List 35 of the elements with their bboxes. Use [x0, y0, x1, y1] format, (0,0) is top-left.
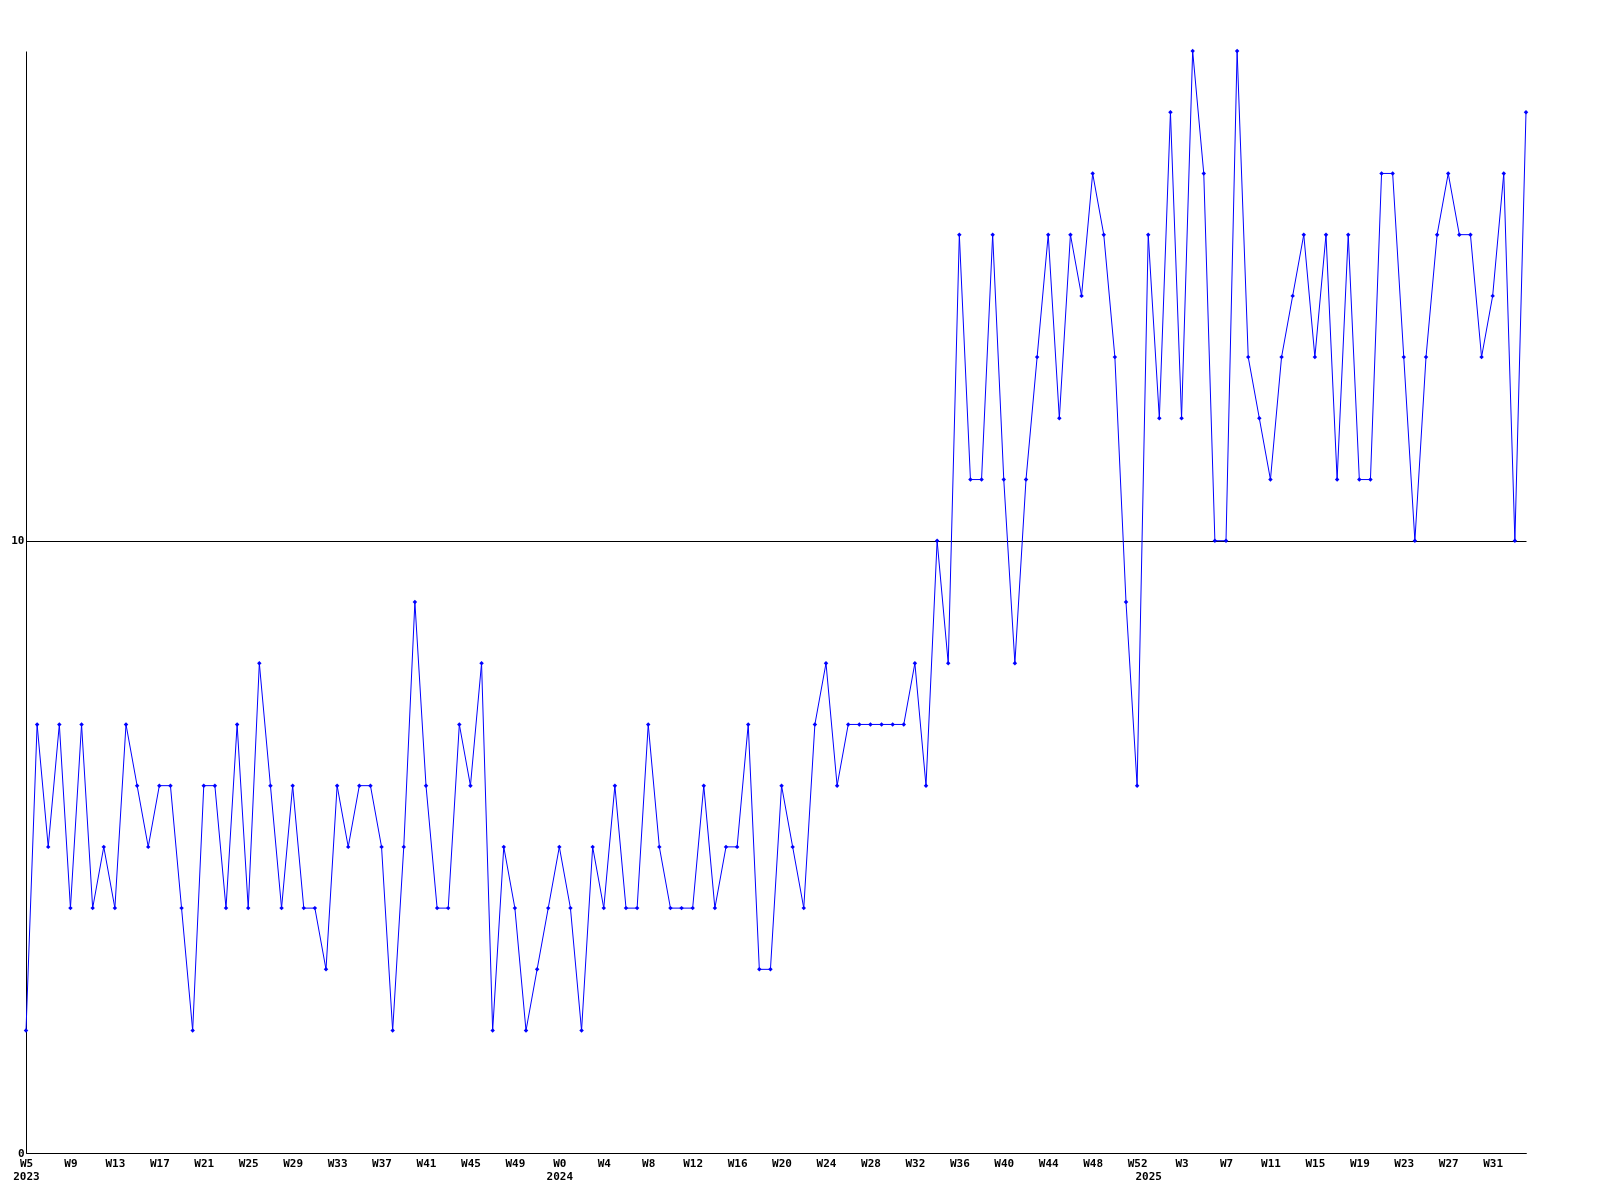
x-tick-label: W3 [1175, 1156, 1189, 1170]
x-tick-label: W32 [905, 1156, 926, 1170]
x-tick-label: W9 [64, 1156, 78, 1170]
x-tick-label: W52 [1127, 1156, 1148, 1170]
x-tick-label: W48 [1083, 1156, 1104, 1170]
x-tick-label: W45 [461, 1156, 481, 1170]
x-tick-label: W7 [1219, 1156, 1234, 1170]
x-tick-label: W8 [642, 1156, 656, 1170]
x-tick-label: W27 [1438, 1156, 1459, 1170]
x-tick-label: W15 [1305, 1156, 1326, 1170]
x-tick-label: W19 [1349, 1156, 1370, 1170]
x-tick-label: W28 [861, 1156, 881, 1170]
x-tick-label: W41 [416, 1156, 437, 1170]
x-tick-label: W20 [772, 1156, 792, 1170]
x-tick-label: W40 [994, 1156, 1015, 1170]
x-tick-label: W36 [949, 1156, 971, 1170]
x-tick-label: W49 [505, 1156, 526, 1170]
x-tick-label: W33 [327, 1156, 348, 1170]
x-tick-label: W16 [727, 1156, 748, 1170]
x-tick-label: W37 [372, 1156, 392, 1170]
x-tick-label: W31 [1483, 1156, 1504, 1170]
x-tick-label: W11 [1261, 1156, 1282, 1170]
x-tick-label: W4 [597, 1156, 612, 1170]
x-tick-label: W13 [105, 1156, 126, 1170]
x-tick-label: 2025 [1135, 1169, 1162, 1183]
y-tick-label: 10 [11, 534, 25, 548]
x-tick-label: W23 [1394, 1156, 1415, 1170]
x-tick-label: W25 [238, 1156, 259, 1170]
x-tick-label: W17 [149, 1156, 170, 1170]
x-tick-label: W0 2024 [546, 1156, 574, 1183]
x-tick-label: W24 [816, 1156, 837, 1170]
x-tick-label: W21 [194, 1156, 215, 1170]
x-tick-label: W44 [1038, 1156, 1060, 1170]
x-tick-label: W29 [283, 1156, 304, 1170]
x-tick-label: W12 [683, 1156, 704, 1170]
